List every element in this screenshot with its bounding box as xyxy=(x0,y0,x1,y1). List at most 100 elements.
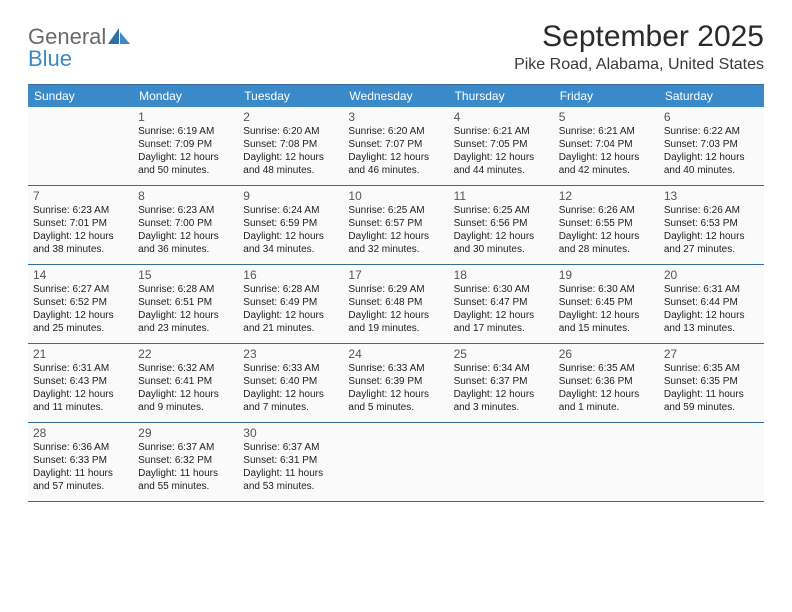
day-sunset: Sunset: 6:52 PM xyxy=(33,296,128,309)
day-day1: Daylight: 12 hours xyxy=(664,309,759,322)
day-number: 2 xyxy=(243,110,338,124)
day-sunset: Sunset: 6:40 PM xyxy=(243,375,338,388)
day-sunset: Sunset: 6:33 PM xyxy=(33,454,128,467)
day-day1: Daylight: 12 hours xyxy=(559,230,654,243)
day-number: 1 xyxy=(138,110,233,124)
day-cell: 17Sunrise: 6:29 AMSunset: 6:48 PMDayligh… xyxy=(343,265,448,343)
day-number: 12 xyxy=(559,189,654,203)
week-row: 28Sunrise: 6:36 AMSunset: 6:33 PMDayligh… xyxy=(28,423,764,502)
week-row: 1Sunrise: 6:19 AMSunset: 7:09 PMDaylight… xyxy=(28,107,764,186)
day-sunrise: Sunrise: 6:35 AM xyxy=(664,362,759,375)
day-day1: Daylight: 12 hours xyxy=(138,388,233,401)
dow-thursday: Thursday xyxy=(449,85,554,107)
day-sunset: Sunset: 6:36 PM xyxy=(559,375,654,388)
day-cell: 22Sunrise: 6:32 AMSunset: 6:41 PMDayligh… xyxy=(133,344,238,422)
day-sunrise: Sunrise: 6:33 AM xyxy=(348,362,443,375)
day-day2: and 21 minutes. xyxy=(243,322,338,335)
day-number: 22 xyxy=(138,347,233,361)
day-sunrise: Sunrise: 6:33 AM xyxy=(243,362,338,375)
day-sunrise: Sunrise: 6:24 AM xyxy=(243,204,338,217)
day-day1: Daylight: 12 hours xyxy=(33,230,128,243)
logo-text: GeneralBlue xyxy=(28,26,130,70)
day-sunrise: Sunrise: 6:28 AM xyxy=(138,283,233,296)
day-day2: and 19 minutes. xyxy=(348,322,443,335)
day-day1: Daylight: 12 hours xyxy=(33,388,128,401)
day-day2: and 9 minutes. xyxy=(138,401,233,414)
day-sunrise: Sunrise: 6:30 AM xyxy=(559,283,654,296)
day-sunset: Sunset: 7:07 PM xyxy=(348,138,443,151)
day-number: 10 xyxy=(348,189,443,203)
day-number: 15 xyxy=(138,268,233,282)
day-day1: Daylight: 12 hours xyxy=(559,309,654,322)
day-cell: 29Sunrise: 6:37 AMSunset: 6:32 PMDayligh… xyxy=(133,423,238,501)
day-sunrise: Sunrise: 6:35 AM xyxy=(559,362,654,375)
day-day1: Daylight: 12 hours xyxy=(138,230,233,243)
day-sunrise: Sunrise: 6:32 AM xyxy=(138,362,233,375)
day-day2: and 59 minutes. xyxy=(664,401,759,414)
day-sunrise: Sunrise: 6:25 AM xyxy=(348,204,443,217)
dow-friday: Friday xyxy=(554,85,659,107)
day-sunset: Sunset: 6:44 PM xyxy=(664,296,759,309)
empty-cell xyxy=(554,423,659,501)
day-day1: Daylight: 12 hours xyxy=(348,388,443,401)
page: GeneralBlue September 2025 Pike Road, Al… xyxy=(0,0,792,522)
day-day2: and 1 minute. xyxy=(559,401,654,414)
day-cell: 25Sunrise: 6:34 AMSunset: 6:37 PMDayligh… xyxy=(449,344,554,422)
day-day1: Daylight: 12 hours xyxy=(559,388,654,401)
day-number: 16 xyxy=(243,268,338,282)
day-number: 4 xyxy=(454,110,549,124)
day-sunset: Sunset: 6:43 PM xyxy=(33,375,128,388)
day-day2: and 30 minutes. xyxy=(454,243,549,256)
day-sunrise: Sunrise: 6:36 AM xyxy=(33,441,128,454)
day-sunrise: Sunrise: 6:21 AM xyxy=(559,125,654,138)
day-sunrise: Sunrise: 6:37 AM xyxy=(138,441,233,454)
day-number: 6 xyxy=(664,110,759,124)
week-row: 21Sunrise: 6:31 AMSunset: 6:43 PMDayligh… xyxy=(28,344,764,423)
day-day1: Daylight: 12 hours xyxy=(243,388,338,401)
dow-saturday: Saturday xyxy=(659,85,764,107)
day-day2: and 55 minutes. xyxy=(138,480,233,493)
location: Pike Road, Alabama, United States xyxy=(514,56,764,74)
day-day2: and 48 minutes. xyxy=(243,164,338,177)
day-number: 18 xyxy=(454,268,549,282)
day-sunset: Sunset: 6:55 PM xyxy=(559,217,654,230)
day-day2: and 7 minutes. xyxy=(243,401,338,414)
day-sunrise: Sunrise: 6:31 AM xyxy=(33,362,128,375)
day-day2: and 32 minutes. xyxy=(348,243,443,256)
day-day2: and 27 minutes. xyxy=(664,243,759,256)
day-day1: Daylight: 12 hours xyxy=(348,230,443,243)
day-number: 3 xyxy=(348,110,443,124)
dow-monday: Monday xyxy=(133,85,238,107)
day-sunset: Sunset: 6:39 PM xyxy=(348,375,443,388)
day-day1: Daylight: 12 hours xyxy=(454,309,549,322)
day-sunset: Sunset: 6:56 PM xyxy=(454,217,549,230)
empty-cell xyxy=(449,423,554,501)
day-day1: Daylight: 11 hours xyxy=(33,467,128,480)
month-title: September 2025 xyxy=(514,20,764,54)
day-day2: and 23 minutes. xyxy=(138,322,233,335)
day-day2: and 11 minutes. xyxy=(33,401,128,414)
day-sunrise: Sunrise: 6:20 AM xyxy=(243,125,338,138)
day-day1: Daylight: 11 hours xyxy=(243,467,338,480)
day-cell: 30Sunrise: 6:37 AMSunset: 6:31 PMDayligh… xyxy=(238,423,343,501)
day-day2: and 17 minutes. xyxy=(454,322,549,335)
dow-row: Sunday Monday Tuesday Wednesday Thursday… xyxy=(28,85,764,107)
logo: GeneralBlue xyxy=(28,20,130,70)
day-cell: 16Sunrise: 6:28 AMSunset: 6:49 PMDayligh… xyxy=(238,265,343,343)
day-sunrise: Sunrise: 6:29 AM xyxy=(348,283,443,296)
day-day2: and 38 minutes. xyxy=(33,243,128,256)
day-cell: 19Sunrise: 6:30 AMSunset: 6:45 PMDayligh… xyxy=(554,265,659,343)
day-day2: and 42 minutes. xyxy=(559,164,654,177)
day-number: 26 xyxy=(559,347,654,361)
day-day2: and 28 minutes. xyxy=(559,243,654,256)
day-number: 21 xyxy=(33,347,128,361)
day-day1: Daylight: 12 hours xyxy=(454,388,549,401)
day-number: 20 xyxy=(664,268,759,282)
day-day1: Daylight: 12 hours xyxy=(33,309,128,322)
day-number: 8 xyxy=(138,189,233,203)
day-number: 24 xyxy=(348,347,443,361)
day-cell: 4Sunrise: 6:21 AMSunset: 7:05 PMDaylight… xyxy=(449,107,554,185)
day-cell: 9Sunrise: 6:24 AMSunset: 6:59 PMDaylight… xyxy=(238,186,343,264)
day-number: 17 xyxy=(348,268,443,282)
day-sunset: Sunset: 6:37 PM xyxy=(454,375,549,388)
